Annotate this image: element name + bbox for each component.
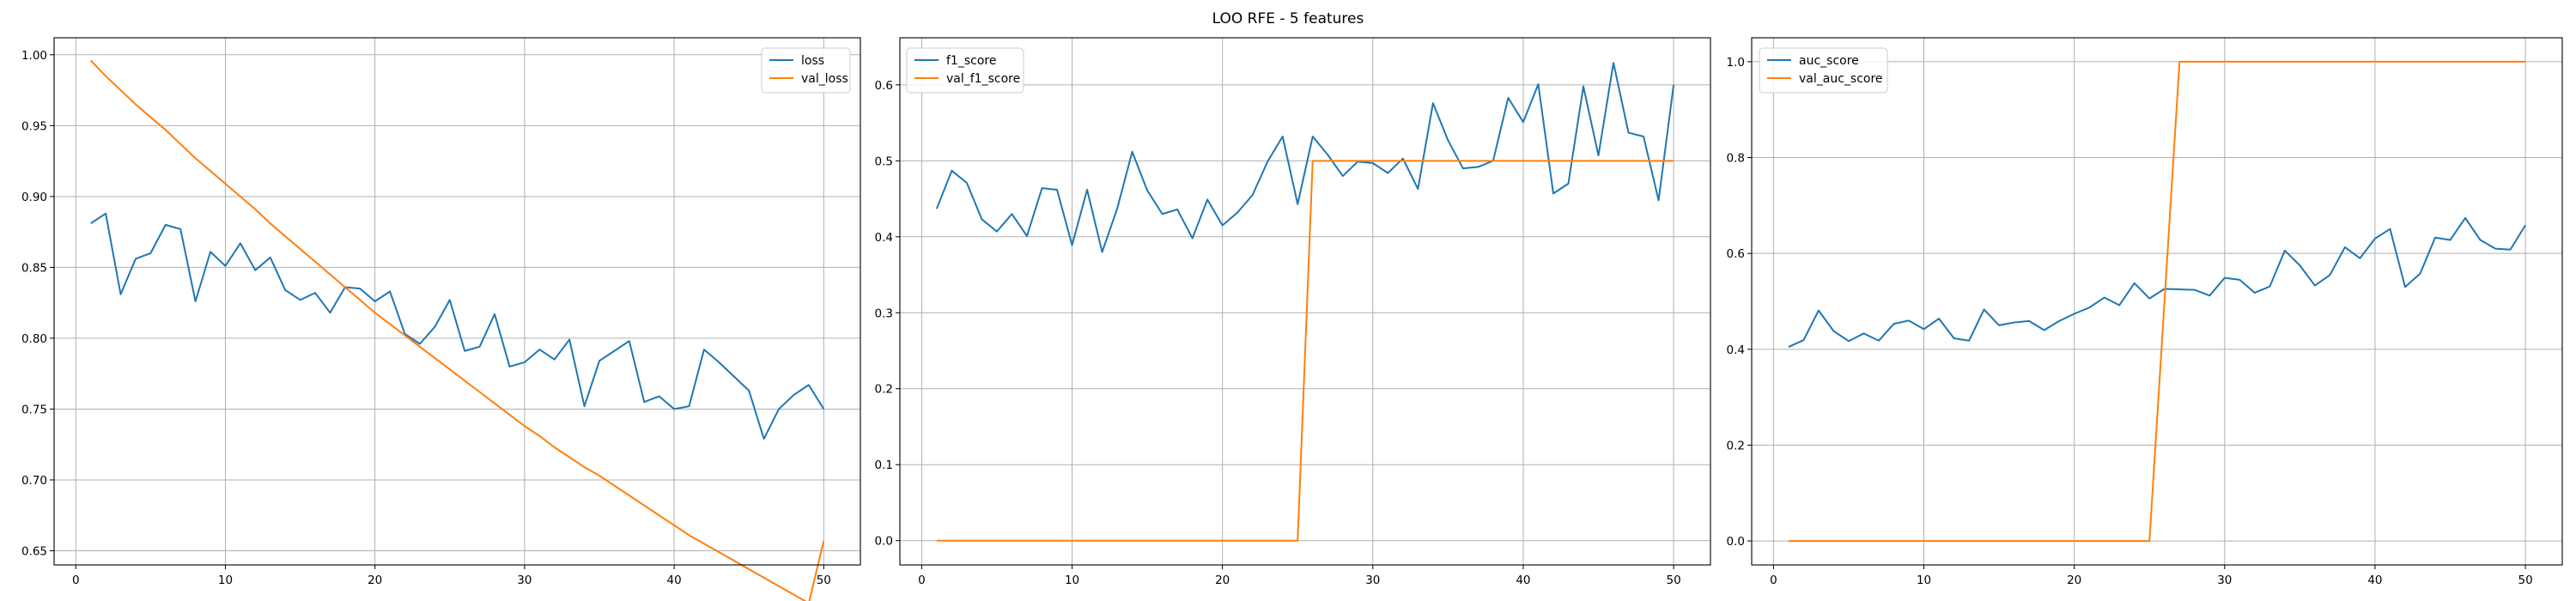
x-tick-label: 30 — [2217, 574, 2232, 587]
x-tick-label: 50 — [2518, 574, 2532, 587]
x-tick-label: 30 — [1365, 574, 1380, 587]
y-tick-label: 0.70 — [21, 474, 47, 488]
x-tick-label: 0 — [918, 574, 926, 587]
y-tick-label: 0.4 — [875, 231, 893, 245]
y-tick-label: 0.5 — [875, 155, 893, 168]
x-tick-label: 20 — [2067, 574, 2081, 587]
y-tick-label: 1.0 — [1727, 56, 1745, 70]
series-line-loss — [90, 212, 825, 440]
y-tick-label: 0.3 — [875, 307, 893, 320]
x-tick-label: 40 — [667, 574, 682, 587]
legend: auc_score val_auc_score — [1759, 47, 1888, 94]
x-tick-label: 50 — [1666, 574, 1680, 587]
legend-label: auc_score — [1799, 54, 1859, 68]
x-tick-label: 10 — [218, 574, 233, 587]
y-tick-label: 0.90 — [21, 191, 47, 204]
y-tick-label: 0.75 — [21, 403, 47, 416]
legend: f1_score val_f1_score — [906, 47, 1024, 94]
y-tick-label: 0.4 — [1727, 343, 1745, 357]
y-tick-label: 0.0 — [875, 535, 893, 549]
y-tick-label: 0.80 — [21, 332, 47, 346]
x-tick-label: 40 — [1516, 574, 1530, 587]
axes-frame — [1751, 37, 2563, 566]
legend-label: f1_score — [946, 54, 996, 68]
x-tick-label: 10 — [1917, 574, 1931, 587]
x-tick-label: 30 — [517, 574, 532, 587]
x-tick-label: 10 — [1065, 574, 1079, 587]
axes-frame — [53, 37, 861, 566]
y-tick-label: 0.95 — [21, 119, 47, 133]
x-tick-label: 0 — [1770, 574, 1777, 587]
legend-label: val_auc_score — [1799, 72, 1883, 86]
legend: loss val_loss — [761, 47, 851, 94]
x-tick-label: 20 — [368, 574, 382, 587]
y-tick-label: 1.00 — [21, 49, 47, 63]
y-tick-label: 0.85 — [21, 261, 47, 275]
y-tick-label: 0.0 — [1727, 535, 1745, 549]
series-line-auc-score — [1788, 216, 2526, 348]
y-tick-label: 0.65 — [21, 544, 47, 558]
legend-label: val_loss — [801, 72, 848, 86]
axes-frame — [899, 37, 1711, 566]
y-tick-label: 0.6 — [875, 79, 893, 93]
series-line-val-auc-score — [1788, 60, 2526, 543]
subplot-auc-score: 0 10 20 30 40 50 0.0 0.2 0.4 0.6 0.8 1.0 auc_scoreva… — [1727, 37, 2563, 587]
x-tick-label: 50 — [817, 574, 831, 587]
x-tick-label: 20 — [1215, 574, 1230, 587]
y-tick-label: 0.8 — [1727, 152, 1745, 166]
y-tick-label: 0.1 — [875, 458, 893, 472]
legend-label: loss — [801, 54, 824, 68]
y-tick-label: 0.2 — [1727, 439, 1745, 452]
series-line-val-loss — [89, 59, 825, 601]
series-line-val-f1-score — [936, 160, 1674, 542]
y-tick-label: 0.2 — [875, 383, 893, 397]
legend-label: val_f1_score — [946, 72, 1020, 86]
y-tick-label: 0.6 — [1727, 247, 1745, 261]
subplot-loss: 0 10 20 30 40 50 0.65 0.70 0.75 0.80 0.85 0.90 0.95 1… — [21, 37, 861, 601]
figure-suptitle: LOO RFE - 5 features — [1212, 10, 1364, 27]
subplot-f1-score: 0 10 20 30 40 50 0.0 0.1 0.2 0.3 0.4 0.5 0.6 f1_score… — [875, 37, 1711, 587]
x-tick-label: 0 — [72, 574, 80, 587]
legend-box — [1759, 47, 1888, 94]
series-line-f1-score — [935, 62, 1675, 253]
x-tick-label: 40 — [2367, 574, 2382, 587]
